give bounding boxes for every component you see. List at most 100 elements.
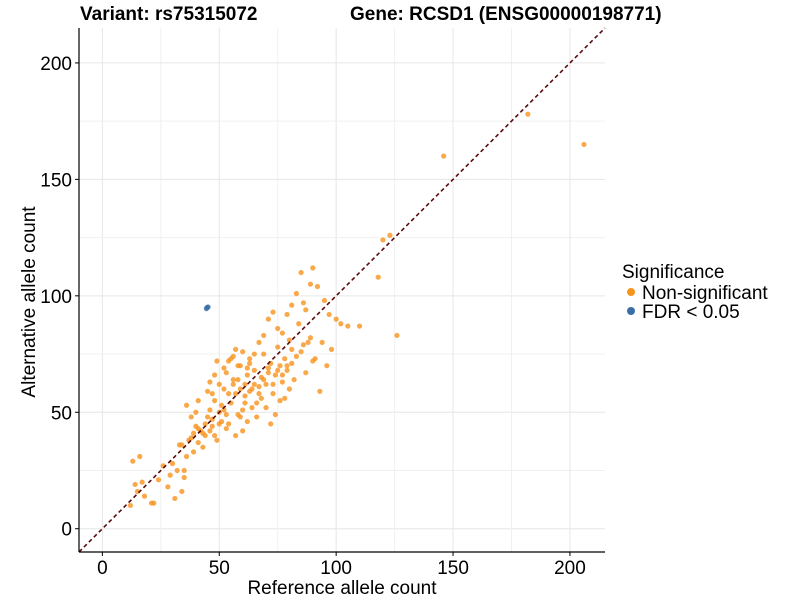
data-point — [223, 370, 229, 376]
data-point — [251, 351, 257, 357]
data-point — [221, 365, 227, 371]
data-point — [219, 402, 225, 408]
data-point — [263, 381, 269, 387]
data-point — [254, 414, 260, 420]
data-point — [207, 379, 213, 385]
data-point — [581, 141, 587, 148]
data-point — [270, 309, 276, 315]
data-point — [242, 381, 248, 387]
data-point — [181, 474, 187, 481]
data-point — [141, 493, 148, 499]
data-point — [204, 304, 210, 311]
data-point — [279, 330, 285, 336]
x-tick-label: 200 — [554, 558, 586, 579]
data-point — [240, 428, 246, 434]
data-point — [324, 363, 330, 369]
data-point — [261, 332, 267, 339]
data-point — [251, 367, 257, 373]
data-point — [307, 335, 314, 341]
data-point — [195, 439, 201, 446]
data-points — [127, 111, 587, 509]
data-point — [223, 425, 229, 432]
data-point — [211, 398, 218, 404]
data-point — [204, 388, 211, 394]
data-point — [265, 370, 271, 376]
data-point — [221, 407, 227, 413]
data-point — [265, 316, 271, 322]
data-point — [237, 414, 243, 420]
data-point — [242, 400, 248, 406]
data-point — [211, 372, 218, 378]
data-point — [284, 367, 290, 373]
data-point — [251, 381, 257, 387]
data-point — [209, 391, 215, 397]
data-point — [375, 274, 381, 280]
data-point — [387, 232, 393, 238]
data-point — [165, 484, 171, 490]
data-point — [279, 379, 285, 385]
data-point — [275, 344, 281, 350]
data-point — [312, 356, 318, 362]
data-point — [300, 342, 307, 348]
data-point — [190, 449, 197, 455]
data-point — [303, 307, 309, 313]
data-point — [293, 353, 300, 359]
data-point — [380, 237, 386, 243]
y-axis-ticks: 0 50 100 150 200 — [40, 54, 79, 541]
data-point — [317, 388, 323, 394]
y-axis-title: Alternative allele count — [19, 206, 40, 398]
data-point — [226, 358, 232, 364]
data-point — [303, 370, 309, 376]
data-point — [394, 332, 400, 339]
data-point — [333, 316, 339, 322]
data-point — [284, 311, 290, 318]
data-point — [183, 453, 190, 460]
data-point — [307, 281, 314, 287]
data-point — [207, 407, 213, 413]
data-point — [167, 472, 173, 478]
data-point — [321, 297, 328, 304]
data-point — [181, 467, 187, 474]
data-point — [263, 405, 269, 411]
data-point — [289, 302, 295, 308]
data-point — [230, 353, 236, 359]
data-point — [132, 481, 138, 488]
data-point — [226, 421, 232, 427]
data-point — [200, 444, 206, 450]
data-point — [219, 418, 225, 425]
data-point — [254, 400, 260, 406]
data-point — [209, 423, 215, 429]
data-point — [328, 346, 335, 352]
data-point — [525, 111, 531, 117]
data-point — [249, 405, 255, 411]
x-axis-ticks: 0 50 100 150 200 — [97, 552, 586, 579]
data-point — [244, 418, 250, 425]
data-point — [247, 356, 253, 362]
data-point — [204, 414, 211, 420]
data-point — [193, 409, 199, 415]
data-point — [155, 477, 162, 483]
data-point — [319, 339, 325, 345]
data-point — [237, 386, 243, 392]
data-point — [275, 367, 281, 373]
data-point — [183, 402, 190, 408]
data-point — [289, 346, 295, 352]
legend-title: Significance — [622, 262, 724, 283]
data-point — [169, 460, 176, 467]
data-point — [298, 349, 304, 355]
data-point — [188, 435, 194, 441]
data-point — [233, 346, 239, 352]
data-point — [298, 269, 304, 276]
data-point — [275, 325, 281, 332]
data-point — [214, 358, 220, 364]
data-point — [202, 421, 208, 427]
data-point — [235, 377, 241, 383]
data-point — [345, 323, 351, 329]
data-point — [172, 495, 178, 502]
data-point — [256, 391, 262, 397]
data-point — [256, 384, 262, 390]
data-point — [291, 377, 297, 383]
chart-title-variant: Variant: rs75315072 — [80, 4, 258, 25]
data-point — [240, 407, 246, 413]
